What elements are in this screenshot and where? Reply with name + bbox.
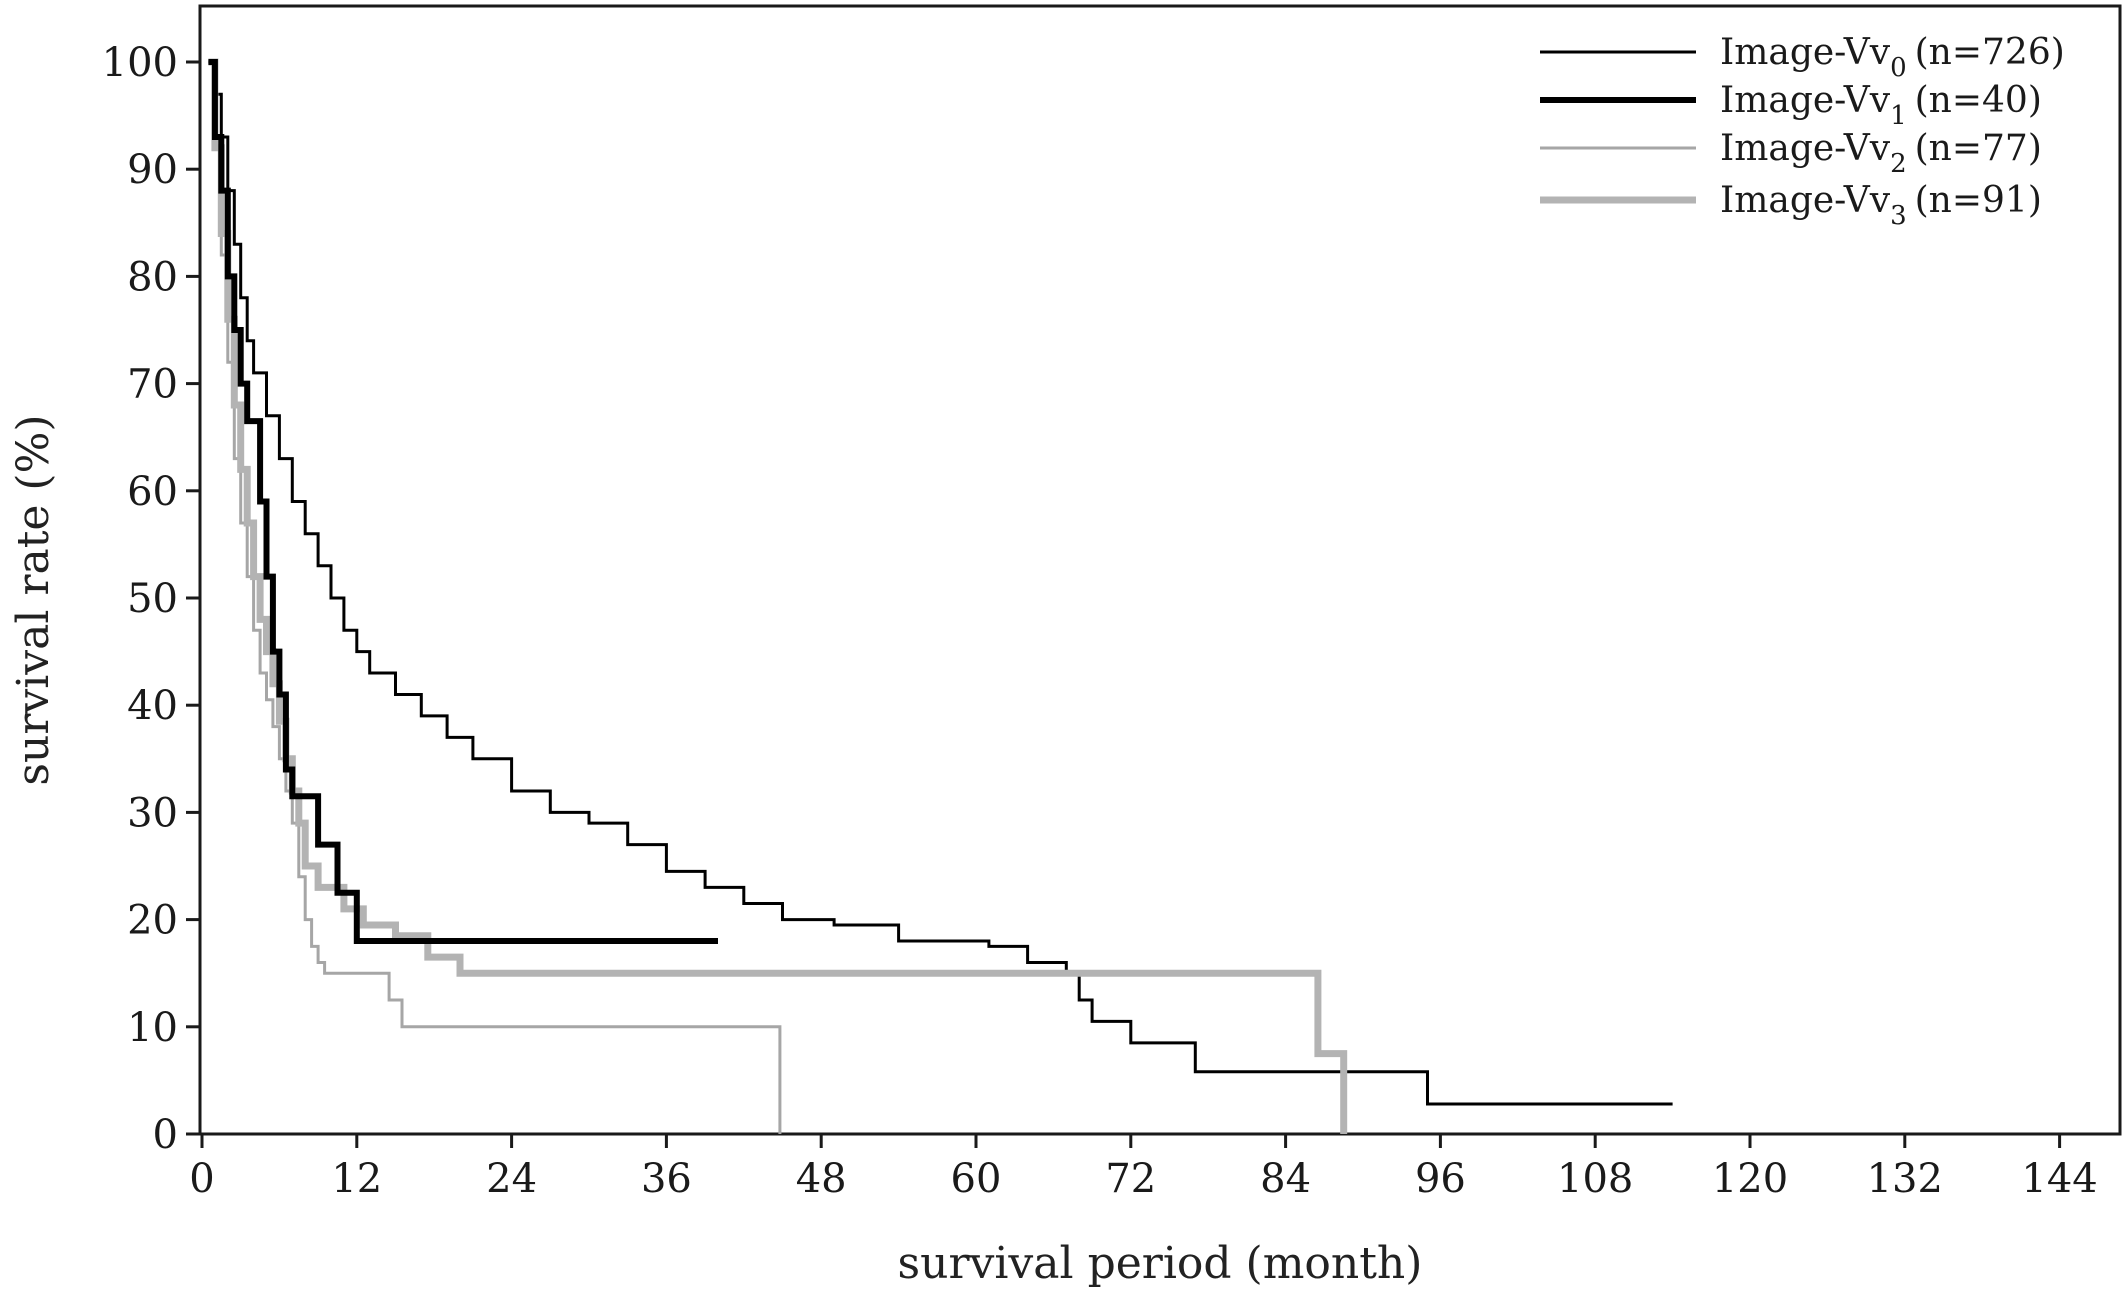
legend-label-0: Image-Vv0 (n=726) <box>1720 32 2065 83</box>
plot-frame <box>198 4 2122 1136</box>
y-tick-label: 0 <box>153 1112 178 1158</box>
legend-label-1: Image-Vv1 (n=40) <box>1720 80 2042 131</box>
x-tick-label: 12 <box>331 1156 382 1202</box>
y-tick-label: 80 <box>127 254 178 300</box>
x-axis-ticks: 0 12 24 36 48 60 72 84 96 108 120 132 144 <box>189 1134 2098 1202</box>
x-tick-label: 72 <box>1105 1156 1156 1202</box>
series-line-1 <box>208 59 718 944</box>
y-tick-label: 100 <box>102 40 178 86</box>
y-axis-label: survival rate (%) <box>8 414 59 785</box>
y-tick-label: 50 <box>127 576 178 622</box>
x-tick-label: 108 <box>1557 1156 1633 1202</box>
x-tick-label: 60 <box>951 1156 1002 1202</box>
y-tick-label: 30 <box>127 790 178 836</box>
x-tick-label: 24 <box>486 1156 537 1202</box>
x-tick-label: 0 <box>189 1156 214 1202</box>
x-tick-label: 84 <box>1260 1156 1311 1202</box>
y-tick-label: 90 <box>127 147 178 193</box>
x-axis-label: survival period (month) <box>898 1238 1423 1289</box>
y-tick-label: 40 <box>127 683 178 729</box>
legend-label-2: Image-Vv2 (n=77) <box>1720 128 2042 179</box>
x-tick-label: 36 <box>641 1156 692 1202</box>
legend: Image-Vv0 (n=726)Image-Vv1 (n=40)Image-Vv2… <box>1540 32 2065 231</box>
x-tick-label: 120 <box>1712 1156 1788 1202</box>
x-tick-label: 48 <box>796 1156 847 1202</box>
x-tick-label: 144 <box>2021 1156 2097 1202</box>
series-layer <box>208 58 1673 1134</box>
series-line-0 <box>208 60 1673 1106</box>
y-tick-label: 70 <box>127 362 178 408</box>
y-axis-ticks: 0 10 20 30 40 50 60 70 80 90 100 <box>102 40 200 1158</box>
x-tick-label: 96 <box>1415 1156 1466 1202</box>
y-tick-label: 60 <box>127 469 178 515</box>
x-tick-label: 132 <box>1867 1156 1943 1202</box>
y-tick-label: 10 <box>127 1005 178 1051</box>
y-tick-label: 20 <box>127 898 178 944</box>
legend-label-3: Image-Vv3 (n=91) <box>1720 180 2042 231</box>
